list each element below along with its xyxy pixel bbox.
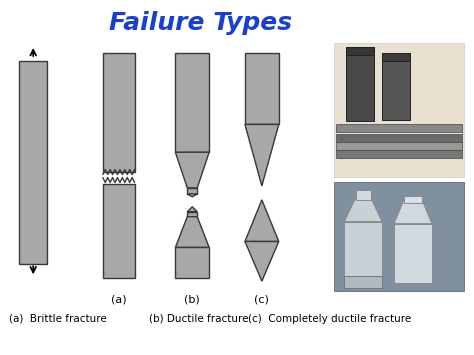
Bar — [335, 182, 464, 291]
Bar — [103, 184, 135, 278]
Bar — [346, 47, 374, 121]
Text: (a)  Brittle fracture: (a) Brittle fracture — [9, 314, 107, 324]
Bar — [175, 247, 209, 278]
Bar — [337, 134, 462, 142]
Text: (a): (a) — [111, 294, 127, 304]
Polygon shape — [187, 194, 197, 197]
Bar — [403, 196, 422, 203]
Bar — [335, 43, 464, 177]
Bar — [245, 53, 279, 124]
Bar — [337, 150, 462, 158]
Bar — [103, 53, 135, 172]
Bar — [356, 190, 371, 200]
Polygon shape — [345, 198, 382, 222]
Polygon shape — [245, 200, 279, 241]
Bar — [382, 53, 410, 120]
Bar — [187, 188, 197, 194]
Bar — [187, 212, 197, 217]
Bar — [346, 47, 374, 55]
Bar — [337, 124, 462, 132]
Polygon shape — [394, 201, 432, 224]
Polygon shape — [245, 241, 279, 281]
Polygon shape — [245, 124, 279, 186]
Bar — [382, 53, 410, 61]
Bar — [394, 224, 432, 283]
Polygon shape — [175, 152, 209, 188]
Bar — [337, 142, 462, 150]
Bar — [19, 61, 47, 264]
Text: (c): (c) — [255, 294, 269, 304]
Polygon shape — [175, 217, 209, 247]
Text: (c)  Completely ductile fracture: (c) Completely ductile fracture — [248, 314, 411, 324]
Text: (b): (b) — [184, 294, 200, 304]
Bar — [175, 53, 209, 152]
Bar — [345, 276, 382, 288]
Text: (b) Ductile fracture: (b) Ductile fracture — [148, 314, 248, 324]
Polygon shape — [187, 207, 197, 212]
Text: Failure Types: Failure Types — [109, 11, 292, 35]
Bar — [345, 222, 382, 276]
